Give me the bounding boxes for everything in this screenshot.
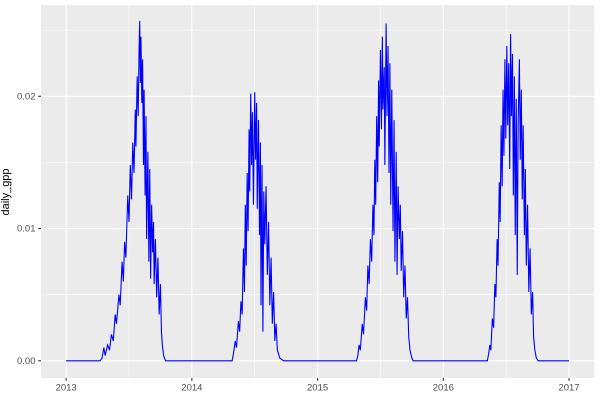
y-axis-title: daily_gpp [0, 168, 12, 216]
y-tick-label: 0.01 [17, 224, 36, 235]
y-tick-label: 0.02 [17, 91, 36, 102]
x-tick-label: 2014 [181, 383, 202, 394]
gpp-line [66, 20, 570, 362]
y-tick-label: 0.00 [17, 356, 36, 367]
x-tick-label: 2016 [433, 383, 454, 394]
x-tick-label: 2013 [56, 383, 77, 394]
x-tick-label: 2017 [558, 383, 579, 394]
x-tick-label: 2015 [307, 383, 328, 394]
